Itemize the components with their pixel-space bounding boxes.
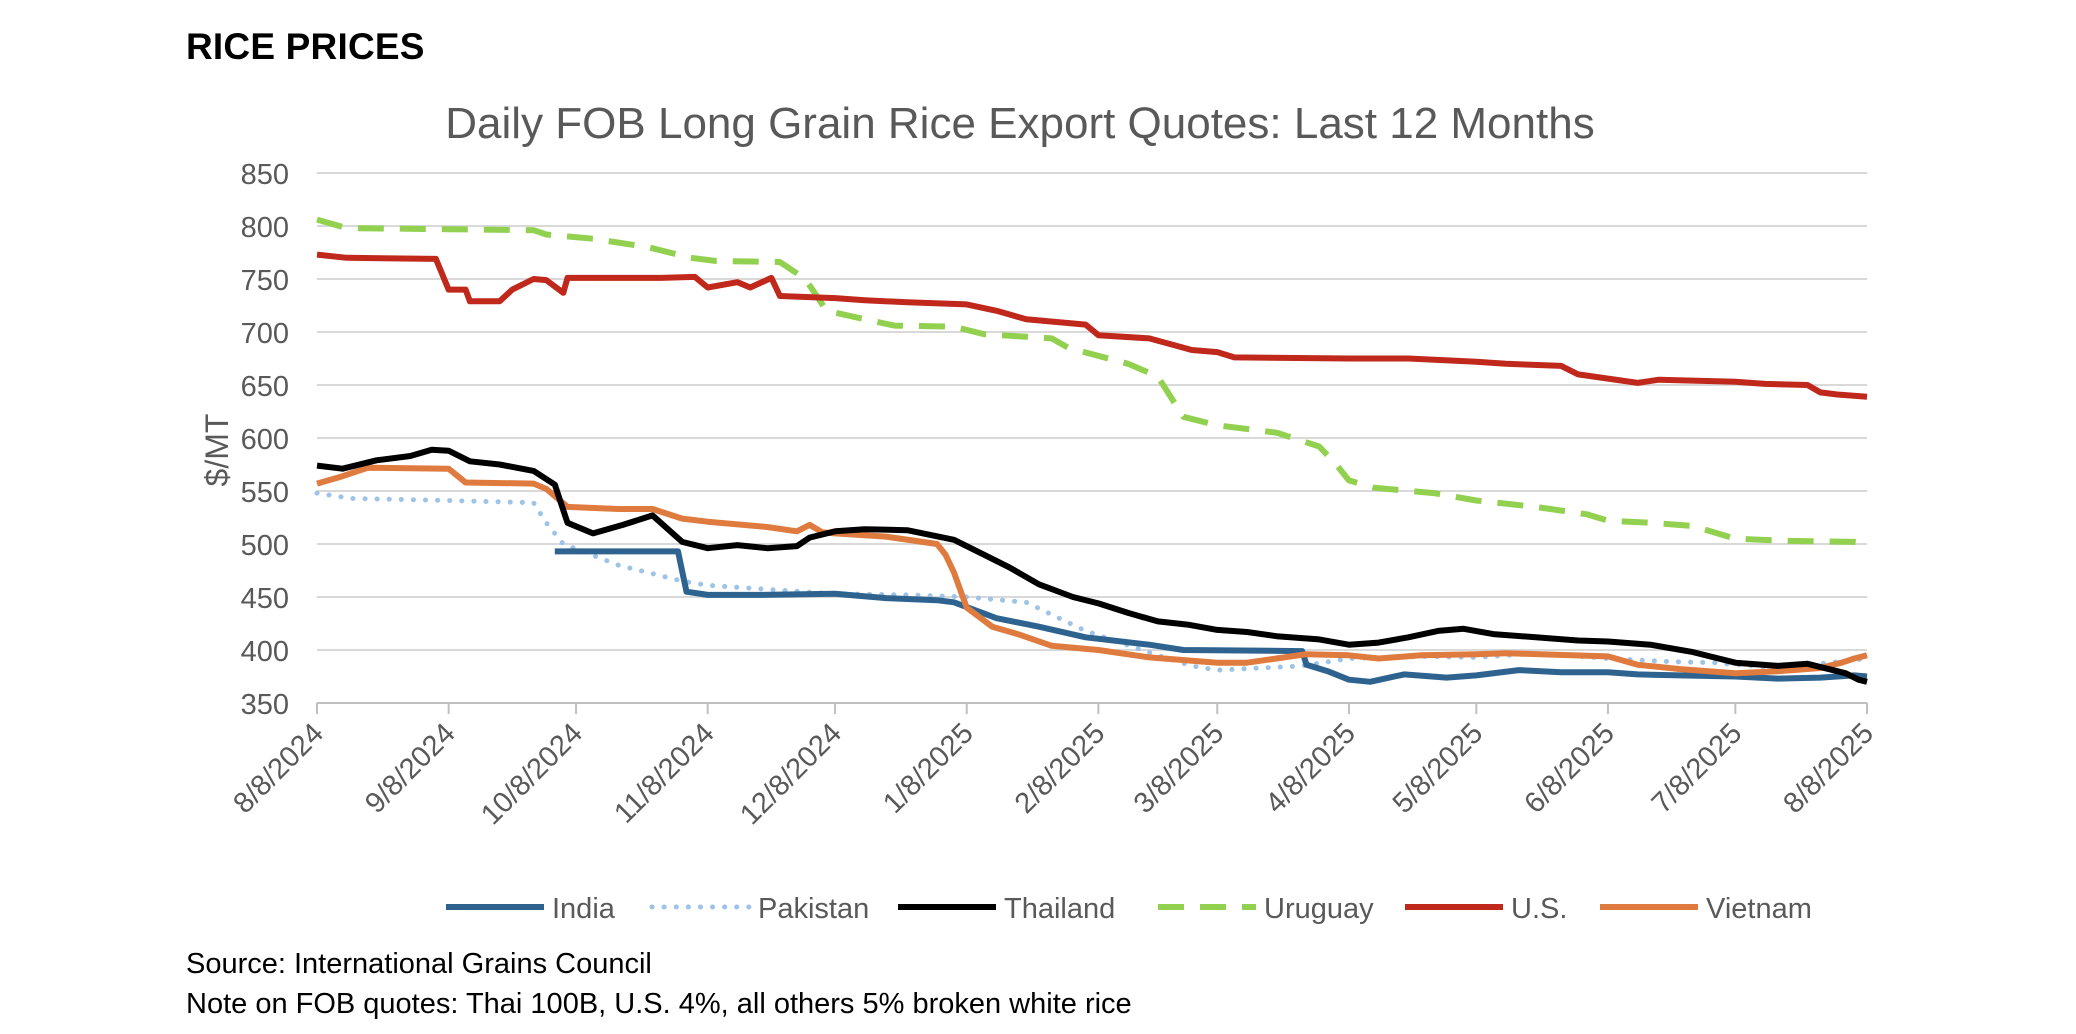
legend: India Pakistan Thailand Uruguay U.S. Vietnam bbox=[446, 893, 1812, 925]
x-tick-label: 2/8/2025 bbox=[1009, 717, 1111, 819]
legend-item-pakistan: Pakistan bbox=[649, 893, 869, 925]
x-tick-label: 3/8/2025 bbox=[1128, 717, 1230, 819]
y-tick-label: 850 bbox=[241, 159, 289, 191]
y-tick-label: 650 bbox=[241, 371, 289, 403]
x-tick-label: 7/8/2025 bbox=[1646, 717, 1748, 819]
y-tick-label: 600 bbox=[241, 424, 289, 456]
y-tick-label: 550 bbox=[241, 477, 289, 509]
x-tick-label: 4/8/2025 bbox=[1259, 717, 1361, 819]
y-tick-label: 450 bbox=[241, 583, 289, 615]
x-tick-label: 8/8/2024 bbox=[227, 717, 329, 819]
x-tick-label: 9/8/2024 bbox=[359, 717, 461, 819]
series-line-thailand bbox=[316, 446, 1868, 685]
legend-item-thailand: Thailand bbox=[898, 893, 1115, 925]
y-tick-label: 350 bbox=[241, 689, 289, 721]
legend-item-uruguay: Uruguay bbox=[1158, 893, 1374, 925]
x-tick-label: 12/8/2024 bbox=[734, 717, 848, 831]
series-line-u-s bbox=[316, 251, 1868, 400]
x-tick-label: 8/8/2025 bbox=[1777, 717, 1879, 819]
legend-label: India bbox=[552, 893, 616, 925]
source-note: Source: International Grains Council bbox=[186, 948, 652, 980]
series-line-uruguay bbox=[316, 216, 1868, 547]
legend-label: U.S. bbox=[1511, 893, 1567, 925]
series-line-vietnam bbox=[316, 464, 1868, 677]
legend-label: Vietnam bbox=[1706, 893, 1812, 925]
axes: 350 400 450 500 550 600 650 700 750 800 850 8/8/202… bbox=[227, 159, 1879, 831]
y-tick-label: 500 bbox=[241, 530, 289, 562]
y-tick-label: 700 bbox=[241, 318, 289, 350]
x-tick-label: 6/8/2025 bbox=[1518, 717, 1620, 819]
legend-item-u-s: U.S. bbox=[1405, 893, 1567, 925]
legend-label: Pakistan bbox=[758, 893, 869, 925]
gridlines bbox=[317, 172, 1867, 704]
y-tick-label: 800 bbox=[241, 212, 289, 244]
fob-note: Note on FOB quotes: Thai 100B, U.S. 4%, … bbox=[186, 988, 1132, 1020]
x-tick-label: 11/8/2024 bbox=[608, 717, 720, 829]
x-tick-label: 5/8/2025 bbox=[1387, 717, 1489, 819]
series-lines bbox=[314, 216, 1870, 685]
legend-label: Thailand bbox=[1004, 893, 1115, 925]
series-line-india bbox=[554, 548, 1868, 685]
x-tick-label: 1/8/2025 bbox=[877, 717, 979, 819]
legend-label: Uruguay bbox=[1264, 893, 1374, 925]
section-heading: RICE PRICES bbox=[186, 26, 425, 67]
legend-item-vietnam: Vietnam bbox=[1600, 893, 1812, 925]
legend-item-india: India bbox=[446, 893, 616, 925]
chart-title: Daily FOB Long Grain Rice Export Quotes:… bbox=[445, 99, 1594, 148]
y-axis-label: $/MT bbox=[199, 414, 235, 487]
y-tick-label: 750 bbox=[241, 265, 289, 297]
x-tick-label: 10/8/2024 bbox=[475, 717, 589, 831]
y-tick-label: 400 bbox=[241, 636, 289, 668]
